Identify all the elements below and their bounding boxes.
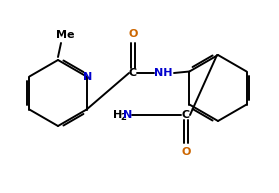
Text: C: C [129,68,137,78]
Text: O: O [181,147,191,157]
Text: H: H [113,110,123,120]
Text: C: C [182,110,190,120]
Text: N: N [83,71,92,81]
Text: Me: Me [56,30,74,40]
Text: 2: 2 [120,113,126,123]
Text: O: O [128,29,138,39]
Text: NH: NH [154,68,172,78]
Text: N: N [123,110,133,120]
